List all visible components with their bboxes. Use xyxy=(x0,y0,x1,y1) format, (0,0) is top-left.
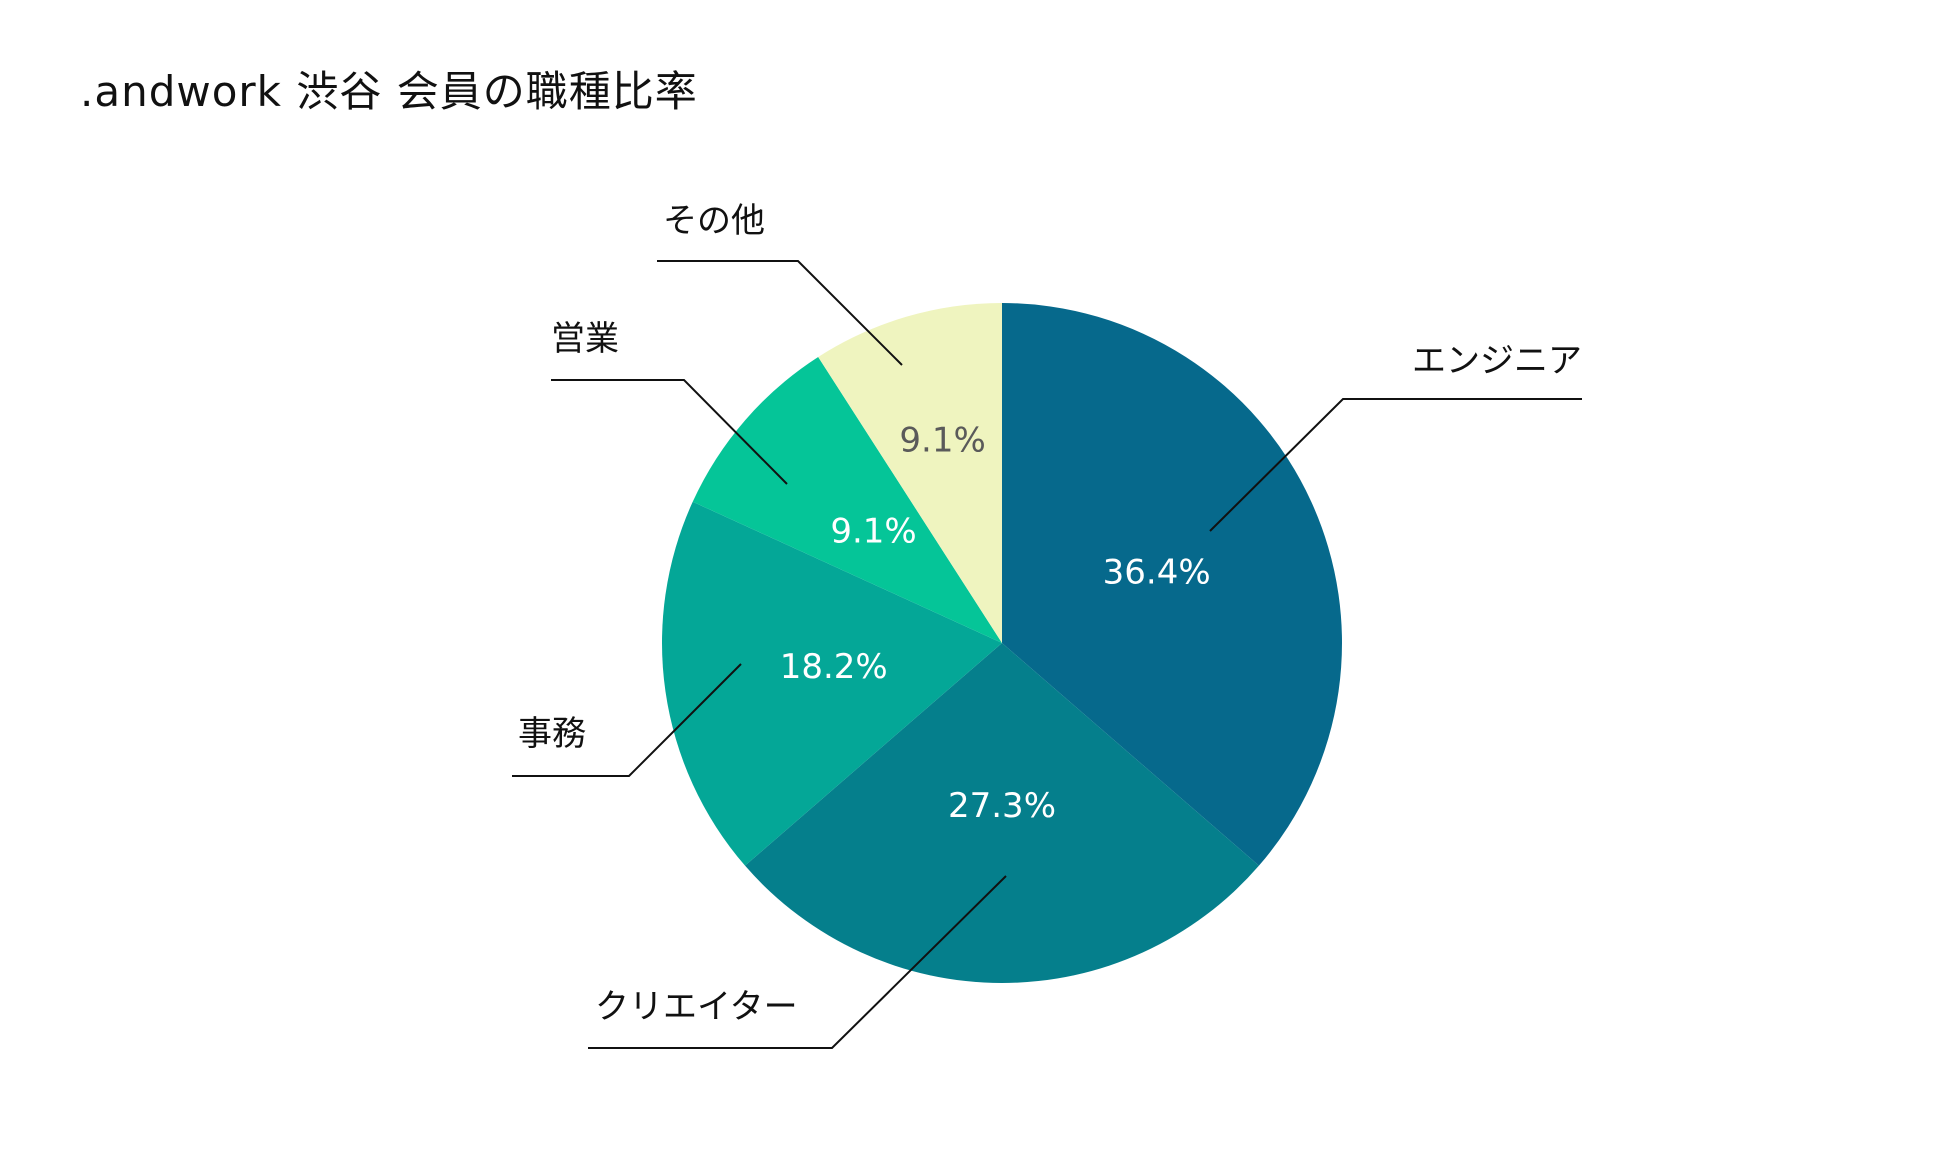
pie-value-label-1: 36.4% xyxy=(1103,552,1211,592)
pie-slices xyxy=(662,303,1342,983)
pie-slice-4 xyxy=(692,356,1002,643)
pie-slice-2 xyxy=(745,643,1259,983)
pie-value-label-3: 18.2% xyxy=(780,647,888,687)
pie-slice-1 xyxy=(1002,303,1342,866)
pie-slice-3 xyxy=(662,501,1002,866)
pie-category-label-1: エンジニア xyxy=(1412,341,1582,381)
pie-slice-5 xyxy=(818,303,1002,643)
pie-category-label-4: 営業 xyxy=(551,319,619,359)
pie-category-label-5: その他 xyxy=(663,201,765,241)
pie-leader-line-2 xyxy=(588,875,1007,1049)
pie-value-label-2: 27.3% xyxy=(948,786,1056,826)
pie-value-label-5: 9.1% xyxy=(899,421,985,461)
pie-leader-lines xyxy=(512,260,1582,1049)
pie-leader-line-5 xyxy=(657,260,903,366)
pie-leader-line-3 xyxy=(512,663,742,777)
pie-leader-line-4 xyxy=(551,379,788,485)
pie-value-labels: 36.4% 27.3% 18.2% 9.1% 9.1% xyxy=(780,421,1211,826)
pie-value-label-4: 9.1% xyxy=(830,512,916,552)
chart-title: .andwork 渋谷 会員の職種比率 xyxy=(80,67,698,116)
pie-category-label-3: 事務 xyxy=(518,714,586,754)
pie-leader-line-1 xyxy=(1209,398,1582,532)
pie-category-label-2: クリエイター xyxy=(595,987,798,1027)
